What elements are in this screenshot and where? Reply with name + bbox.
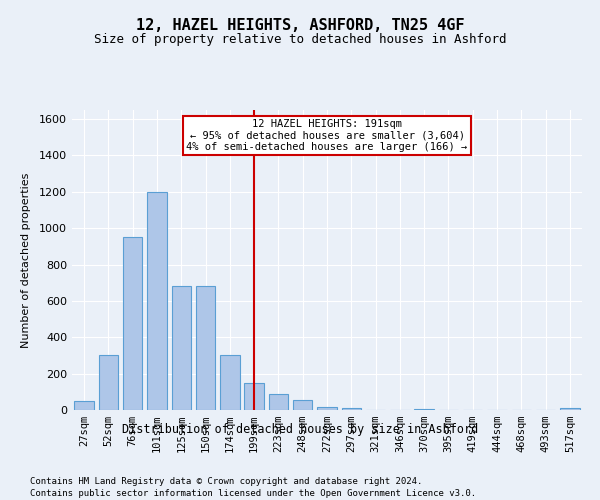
Bar [269, 394, 288, 410]
Bar [415, 409, 434, 410]
Text: 12 HAZEL HEIGHTS: 191sqm
← 95% of detached houses are smaller (3,604)
4% of semi: 12 HAZEL HEIGHTS: 191sqm ← 95% of detach… [187, 119, 467, 152]
Text: 12, HAZEL HEIGHTS, ASHFORD, TN25 4GF: 12, HAZEL HEIGHTS, ASHFORD, TN25 4GF [136, 18, 464, 32]
Bar [560, 408, 580, 410]
Bar [74, 401, 94, 410]
Bar [220, 356, 239, 410]
Y-axis label: Number of detached properties: Number of detached properties [20, 172, 31, 348]
Bar [196, 286, 215, 410]
Text: Contains public sector information licensed under the Open Government Licence v3: Contains public sector information licen… [30, 489, 476, 498]
Text: Contains HM Land Registry data © Crown copyright and database right 2024.: Contains HM Land Registry data © Crown c… [30, 478, 422, 486]
Text: Distribution of detached houses by size in Ashford: Distribution of detached houses by size … [122, 422, 478, 436]
Bar [123, 238, 142, 410]
Bar [293, 400, 313, 410]
Bar [317, 408, 337, 410]
Bar [341, 408, 361, 410]
Bar [172, 286, 191, 410]
Bar [147, 192, 167, 410]
Text: Size of property relative to detached houses in Ashford: Size of property relative to detached ho… [94, 32, 506, 46]
Bar [244, 382, 264, 410]
Bar [99, 356, 118, 410]
